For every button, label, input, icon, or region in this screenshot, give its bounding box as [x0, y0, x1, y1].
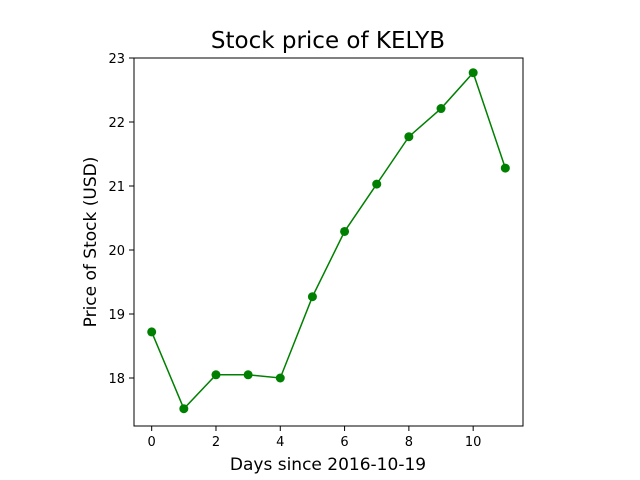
y-tick-label: 19	[108, 308, 125, 323]
plot-area: 0 2 4 6 8 10 18 19 20 21 22 23	[108, 52, 524, 450]
x-tick-label: 4	[276, 435, 284, 450]
data-point	[307, 292, 317, 302]
chart-title: Stock price of KELYB	[211, 28, 445, 54]
x-tick-label: 8	[405, 435, 413, 450]
series-line	[150, 71, 507, 411]
y-tick-label: 22	[108, 116, 125, 131]
y-tick-label: 23	[108, 52, 125, 67]
data-point	[372, 179, 382, 189]
data-point	[147, 327, 157, 337]
data-point	[436, 104, 446, 114]
data-point	[211, 370, 221, 380]
data-point	[340, 226, 350, 236]
x-tick-label: 0	[148, 435, 156, 450]
data-point	[275, 373, 285, 383]
data-point	[404, 132, 414, 142]
y-axis-label: Price of Stock (USD)	[81, 157, 101, 328]
y-tick-label: 20	[108, 244, 125, 259]
plot-frame	[133, 57, 524, 427]
x-tick-label: 6	[340, 435, 348, 450]
x-tick-label: 10	[465, 435, 482, 450]
data-point	[243, 370, 253, 380]
x-tick-label: 2	[212, 435, 220, 450]
data-point	[179, 404, 189, 414]
data-point	[468, 68, 478, 78]
y-tick-label: 21	[108, 180, 125, 195]
data-point	[500, 163, 510, 173]
x-axis-label: Days since 2016-10-19	[230, 455, 426, 475]
y-tick-label: 18	[108, 372, 125, 387]
